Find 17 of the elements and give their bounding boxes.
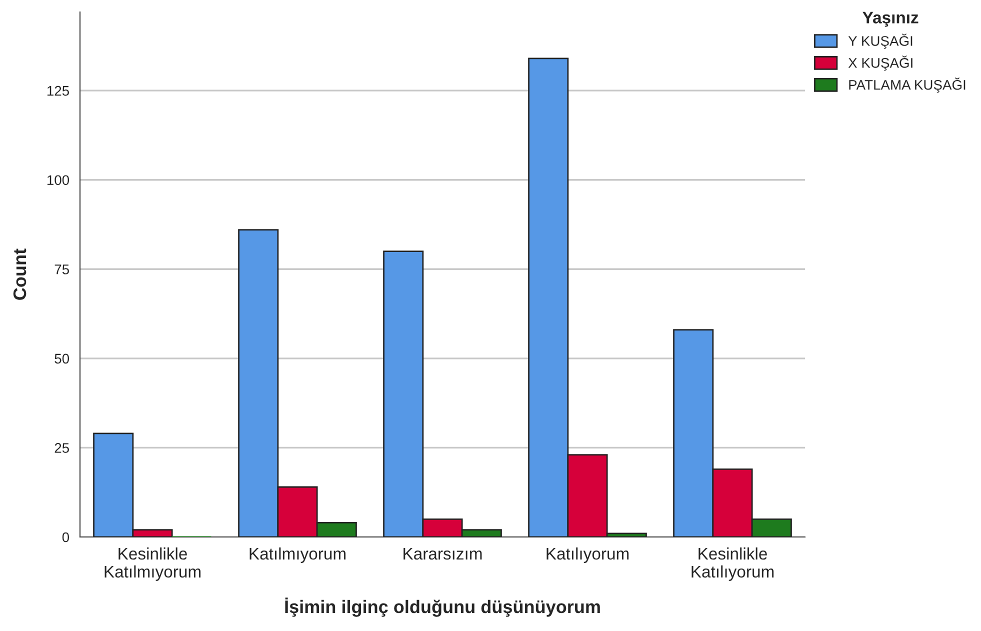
legend-label: X KUŞAĞI xyxy=(848,56,912,71)
y-axis-title: Count xyxy=(13,248,26,300)
y-tick-label: 25 xyxy=(54,443,70,453)
y-tick-label: 75 xyxy=(54,264,70,274)
x-axis-title: İşimin ilginç olduğunu düşünüyorum xyxy=(285,598,600,617)
x-tick-label: Kararsızım xyxy=(404,548,482,560)
x-tick-label: Katılmıyorum xyxy=(250,547,346,563)
x-tick-label: Kesinlikle Katılmıyorum xyxy=(104,547,200,581)
y-tick-label: 100 xyxy=(47,175,70,186)
x-tick-label: Kesinlikle Katılıyorum xyxy=(692,547,774,581)
y-tick-label: 125 xyxy=(47,86,70,96)
legend-label: Y KUŞAĞI xyxy=(848,34,912,49)
legend-title: Yaşınız xyxy=(862,12,918,27)
y-tick-label: 50 xyxy=(54,354,70,364)
y-tick-label: 0 xyxy=(62,532,70,542)
legend-label: PATLAMA KUŞAĞI xyxy=(849,78,966,93)
x-tick-label: Katılıyorum xyxy=(546,547,629,563)
